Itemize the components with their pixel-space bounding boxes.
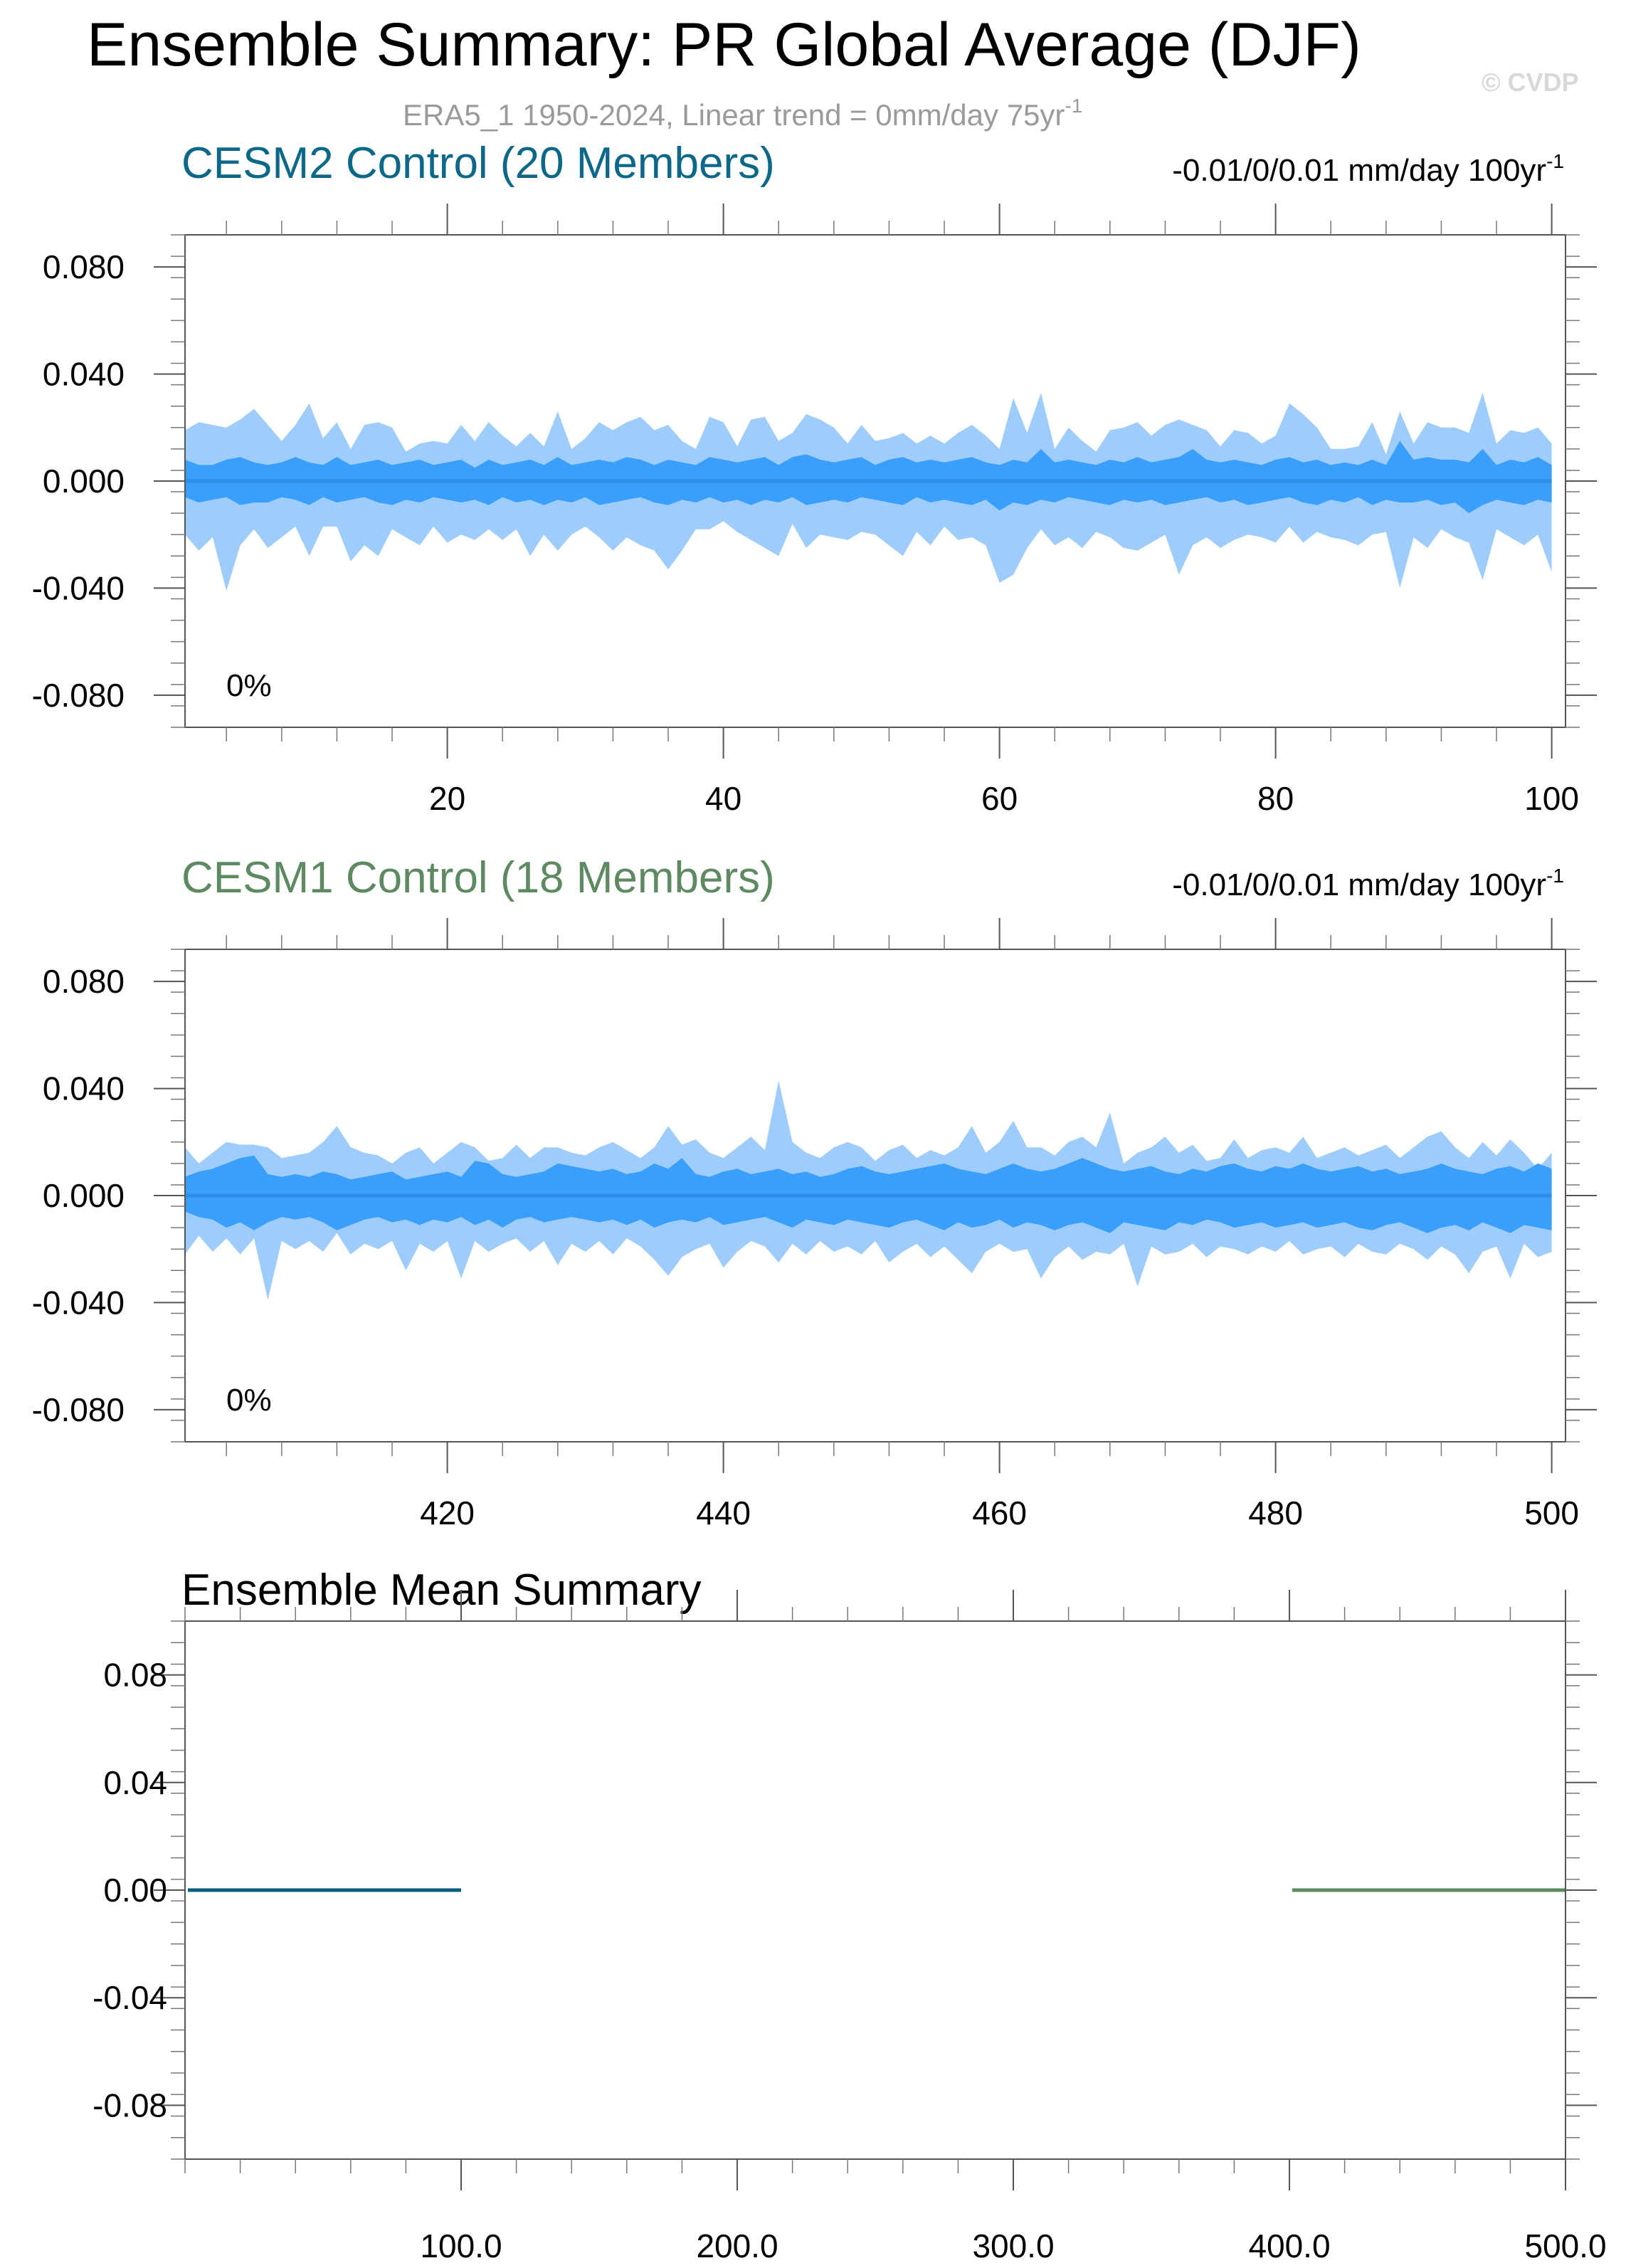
y-tick-label: 0.00 xyxy=(103,1872,167,1909)
page-subtitle-main: ERA5_1 1950-2024, Linear trend = 0mm/day… xyxy=(403,98,1065,132)
x-tick-label: 460 xyxy=(972,1494,1027,1531)
y-tick-label: -0.080 xyxy=(32,1391,125,1428)
page-subtitle-sup: -1 xyxy=(1065,95,1082,117)
watermark: © CVDP xyxy=(1482,68,1579,97)
y-tick-label: 0.040 xyxy=(43,1070,125,1107)
x-tick-label: 40 xyxy=(705,780,741,817)
x-tick-label: 100.0 xyxy=(420,2227,502,2264)
page-subtitle: ERA5_1 1950-2024, Linear trend = 0mm/day… xyxy=(403,95,1082,132)
y-tick-label: 0.000 xyxy=(43,463,125,500)
trend-label: -0.01/0/0.01 mm/day 100yr-1 xyxy=(1172,150,1564,188)
y-tick-label: 0.080 xyxy=(43,248,125,285)
x-tick-label: 100 xyxy=(1524,780,1579,817)
y-tick-label: 0.040 xyxy=(43,356,125,393)
plot-data xyxy=(185,1080,1552,1300)
x-tick-label: 80 xyxy=(1257,780,1294,817)
y-tick-label: 0.000 xyxy=(43,1177,125,1214)
y-tick-label: -0.04 xyxy=(93,1979,167,2016)
panel-title: CESM1 Control (18 Members) xyxy=(181,853,775,902)
trend-label-sup: -1 xyxy=(1546,865,1564,887)
panel-title: CESM2 Control (20 Members) xyxy=(181,139,775,188)
panel-title: Ensemble Mean Summary xyxy=(181,1566,702,1615)
x-tick-label: 60 xyxy=(981,780,1018,817)
trend-label-main: -0.01/0/0.01 mm/day 100yr xyxy=(1172,867,1546,902)
panel-cesm1: CESM1 Control (18 Members) -0.01/0/0.01 m… xyxy=(32,853,1597,1531)
y-tick-label: 0.080 xyxy=(43,963,125,1000)
x-tick-label: 200.0 xyxy=(696,2227,778,2264)
panel-ensemble-mean: Ensemble Mean Summary 0.08 0.04 0.00 -0.04 -0… xyxy=(93,1566,1606,2264)
x-tick-label: 420 xyxy=(420,1494,475,1531)
x-tick-label: 300.0 xyxy=(972,2227,1054,2264)
x-tick-label: 20 xyxy=(429,780,465,817)
trend-label-main: -0.01/0/0.01 mm/day 100yr xyxy=(1172,153,1546,188)
y-tick-label: -0.080 xyxy=(32,677,125,714)
y-tick-label: -0.08 xyxy=(93,2087,167,2124)
x-tick-label: 500 xyxy=(1524,1494,1579,1531)
x-tick-label: 400.0 xyxy=(1248,2227,1330,2264)
page-title: Ensemble Summary: PR Global Average (DJF… xyxy=(87,11,1361,79)
x-tick-label: 500.0 xyxy=(1524,2227,1606,2264)
x-tick-label: 480 xyxy=(1248,1494,1303,1531)
inner-spread-band xyxy=(185,441,1552,514)
percent-label: 0% xyxy=(226,1383,272,1418)
y-tick-label: 0.04 xyxy=(103,1764,167,1801)
y-tick-label: -0.040 xyxy=(32,1284,125,1321)
trend-label-sup: -1 xyxy=(1546,150,1564,172)
x-tick-label: 440 xyxy=(696,1494,751,1531)
plot-data xyxy=(185,392,1552,591)
trend-label: -0.01/0/0.01 mm/day 100yr-1 xyxy=(1172,865,1564,902)
y-tick-label: -0.040 xyxy=(32,569,125,606)
y-tick-label: 0.08 xyxy=(103,1657,167,1694)
panel-cesm2: CESM2 Control (20 Members) -0.01/0/0.01 m… xyxy=(32,139,1597,817)
percent-label: 0% xyxy=(226,668,272,703)
